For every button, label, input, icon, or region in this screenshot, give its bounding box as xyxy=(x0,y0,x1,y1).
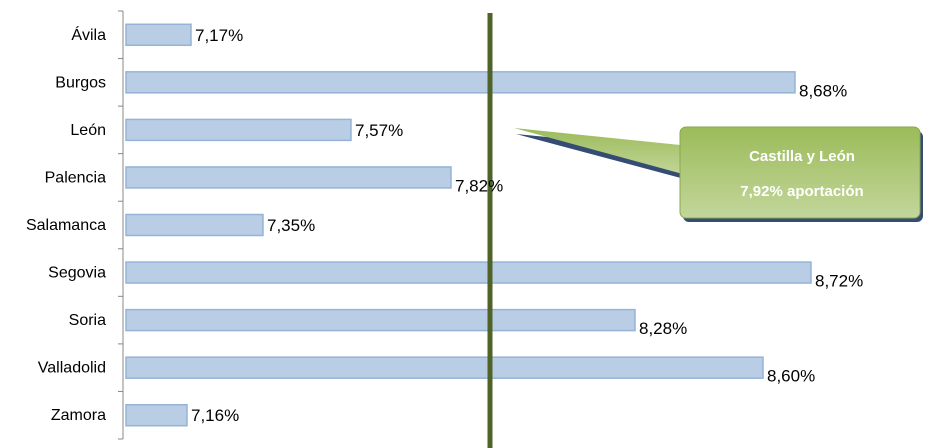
value-label: 7,57% xyxy=(355,121,403,140)
category-label: Segovia xyxy=(48,265,106,282)
bar xyxy=(125,118,352,142)
value-label: 8,28% xyxy=(639,319,687,338)
value-label: 7,16% xyxy=(191,406,239,425)
category-label: Ávila xyxy=(71,25,106,44)
bar xyxy=(125,71,796,94)
value-label: 7,82% xyxy=(455,176,503,195)
bar xyxy=(125,308,636,332)
category-labels: Ávila Burgos León Palencia Salamanca Segovia S… xyxy=(26,25,106,424)
bars xyxy=(125,23,812,427)
category-label: Zamora xyxy=(51,407,106,424)
value-label: 7,35% xyxy=(267,216,315,235)
category-label: León xyxy=(70,122,106,139)
value-label: 8,60% xyxy=(767,367,815,386)
value-label: 7,17% xyxy=(195,26,243,45)
callout-pointer xyxy=(514,128,690,176)
value-label: 8,68% xyxy=(799,81,847,100)
value-labels: 7,17% 8,68% 7,57% 7,82% 7,35% 8,72% 8,28% 8,60%… xyxy=(191,26,863,425)
bar xyxy=(125,403,188,427)
callout-box xyxy=(679,126,921,219)
category-label: Salamanca xyxy=(26,217,106,234)
category-label: Valladolid xyxy=(38,360,106,377)
category-label: Burgos xyxy=(55,74,106,91)
bar xyxy=(125,23,192,47)
bar xyxy=(125,166,452,189)
category-label: Palencia xyxy=(45,169,106,186)
callout-group: Castilla y León 7,92% aportación xyxy=(514,126,923,222)
bar xyxy=(125,261,812,284)
callout-pointer-shadow xyxy=(516,134,692,181)
category-label: Soria xyxy=(69,312,106,329)
callout-title: Castilla y León xyxy=(749,148,855,165)
bar xyxy=(125,213,264,237)
callout-value: 7,92% aportación xyxy=(740,183,863,200)
y-axis-ticks xyxy=(118,10,123,440)
value-label: 8,72% xyxy=(815,272,863,291)
bar xyxy=(125,356,764,379)
